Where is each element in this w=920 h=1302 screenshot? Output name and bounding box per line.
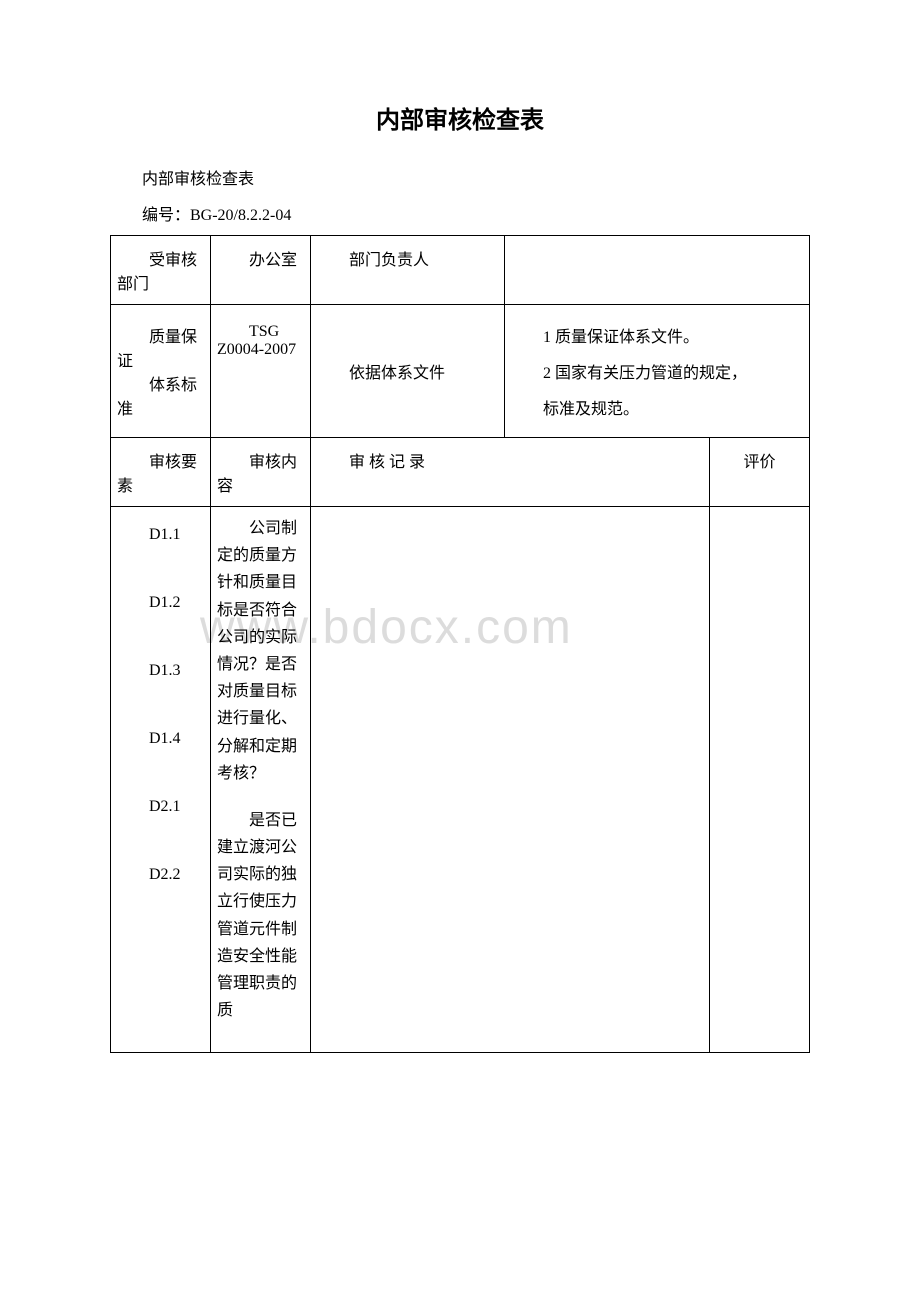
col-element-header: 审核要素 <box>111 438 211 507</box>
table-row: 审核要素 审核内容 审 核 记 录 评价 <box>111 438 810 507</box>
element-id: D1.4 <box>117 723 204 755</box>
basis-line1: 1 质量保证体系文件。 <box>511 323 803 347</box>
content-para1: 公司制定的质量方针和质量目标是否符合公司的实际情况？是否对质量目标进行量化、分解… <box>217 515 304 787</box>
dept-value: 办公室 <box>211 236 311 305</box>
standard-value: TSG Z0004-2007 <box>211 305 311 438</box>
eval-cell <box>710 507 810 1053</box>
standard-label-line2: 体系标准 <box>117 371 204 419</box>
element-id: D2.1 <box>117 791 204 823</box>
dept-label: 受审核部门 <box>111 236 211 305</box>
element-id: D1.1 <box>117 519 204 551</box>
manager-label: 部门负责人 <box>311 236 505 305</box>
content-cell: 公司制定的质量方针和质量目标是否符合公司的实际情况？是否对质量目标进行量化、分解… <box>211 507 311 1053</box>
page-subtitle: 内部审核检查表 <box>110 165 810 189</box>
content-para2: 是否已建立渡河公司实际的独立行使压力管道元件制造安全性能管理职责的质 <box>217 807 304 1025</box>
table-row: 质量保证 体系标准 TSG Z0004-2007 依据体系文件 1 质量保证体系… <box>111 305 810 438</box>
basis-line3: 标准及规范。 <box>511 395 803 419</box>
element-id: D1.3 <box>117 655 204 687</box>
audit-table: 受审核部门 办公室 部门负责人 质量保证 体系标准 TSG Z0004-2007… <box>110 235 810 1053</box>
document-number: 编号：BG-20/8.2.2-04 <box>110 201 810 225</box>
col-content-header: 审核内容 <box>211 438 311 507</box>
basis-line2: 2 国家有关压力管道的规定， <box>511 359 803 383</box>
basis-label: 依据体系文件 <box>311 305 505 438</box>
table-row: D1.1 D1.2 D1.3 D1.4 D2.1 D2.2 公司制定的质量方针和… <box>111 507 810 1053</box>
standard-label-line1: 质量保证 <box>117 323 204 371</box>
table-row: 受审核部门 办公室 部门负责人 <box>111 236 810 305</box>
elements-cell: D1.1 D1.2 D1.3 D1.4 D2.1 D2.2 <box>111 507 211 1053</box>
manager-value <box>504 236 809 305</box>
element-id: D2.2 <box>117 859 204 891</box>
record-cell <box>311 507 710 1053</box>
standard-label: 质量保证 体系标准 <box>111 305 211 438</box>
col-record-header: 审 核 记 录 <box>311 438 710 507</box>
basis-content: 1 质量保证体系文件。 2 国家有关压力管道的规定， 标准及规范。 <box>504 305 809 438</box>
element-id: D1.2 <box>117 587 204 619</box>
col-eval-header: 评价 <box>710 438 810 507</box>
page-title: 内部审核检查表 <box>110 100 810 135</box>
